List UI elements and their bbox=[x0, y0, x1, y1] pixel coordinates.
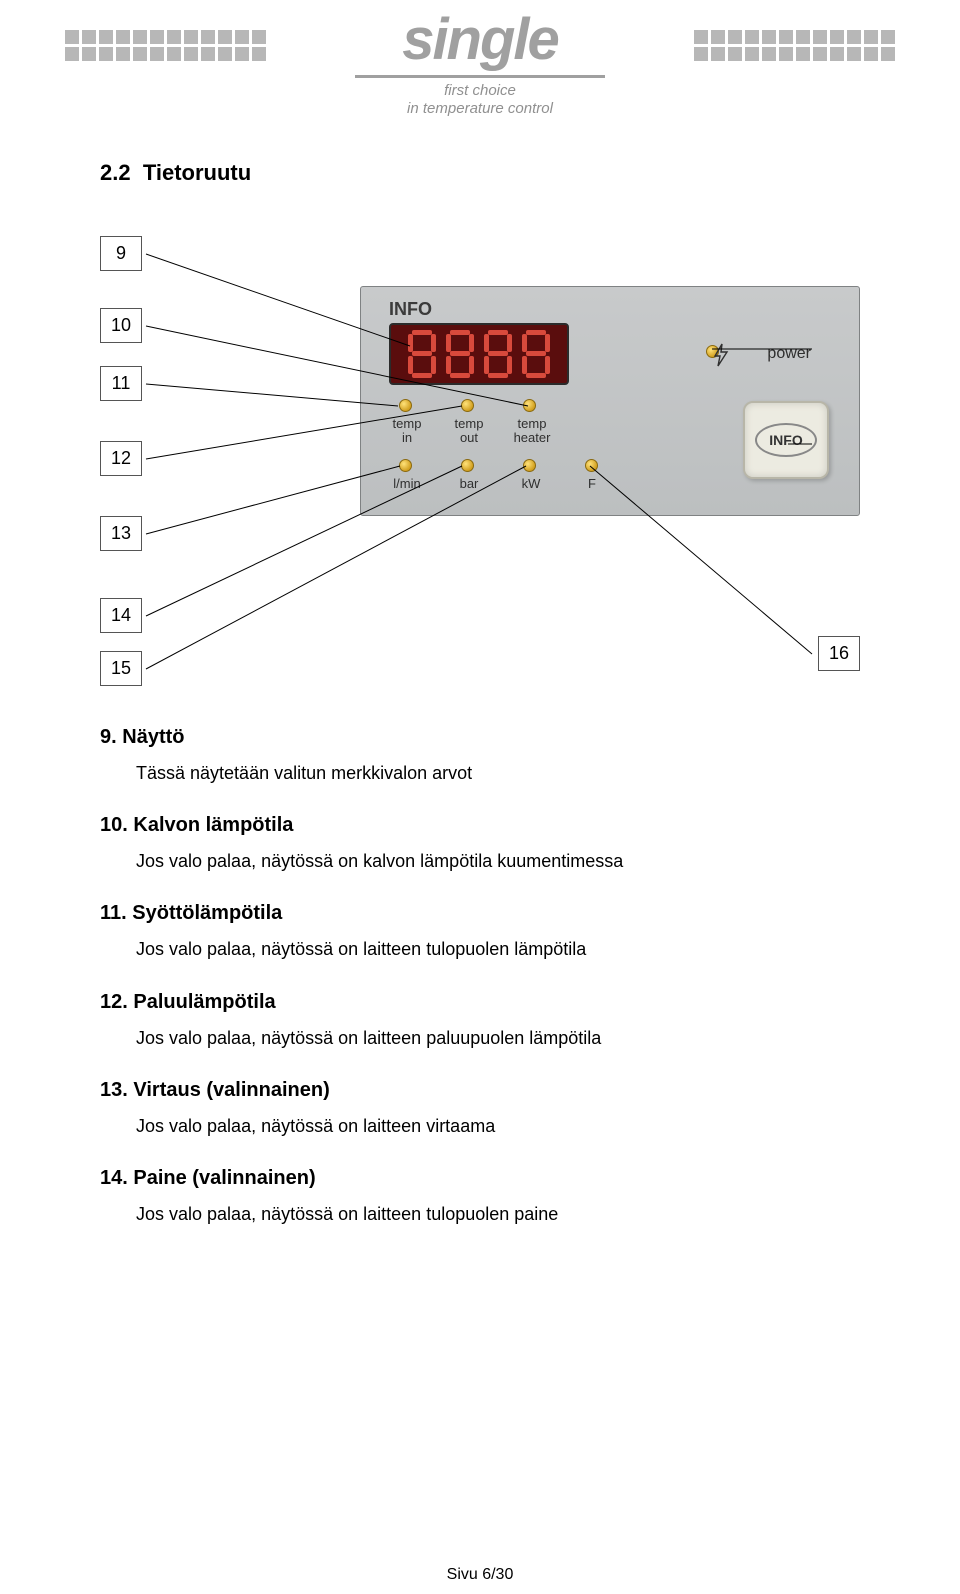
digit-2 bbox=[442, 328, 478, 380]
callout-14: 14 bbox=[100, 598, 142, 633]
callout-15: 15 bbox=[100, 651, 142, 686]
def-body: Jos valo palaa, näytössä on laitteen tul… bbox=[136, 1202, 860, 1227]
device-panel: INFO tempin bbox=[360, 286, 860, 516]
led-lmin bbox=[399, 459, 412, 472]
def-num: 12. bbox=[100, 991, 128, 1013]
device-info-label: INFO bbox=[389, 299, 432, 320]
led-bar bbox=[461, 459, 474, 472]
digit-4 bbox=[518, 328, 554, 380]
label-power: power bbox=[767, 345, 811, 363]
lightning-icon bbox=[711, 343, 731, 372]
def-num: 13. bbox=[100, 1079, 128, 1101]
page-content: 2.2 Tietoruutu 9 10 11 12 13 14 15 18 17… bbox=[100, 160, 860, 1255]
info-button[interactable]: INFO bbox=[743, 401, 829, 479]
label-kw: kW bbox=[513, 477, 549, 491]
def-body: Jos valo palaa, näytössä on kalvon lämpö… bbox=[136, 849, 860, 874]
page-footer: Sivu 6/30 bbox=[0, 1566, 960, 1584]
header-decor-right bbox=[694, 30, 895, 61]
header-decor-left bbox=[65, 30, 266, 61]
callout-10: 10 bbox=[100, 308, 142, 343]
def-num: 14. bbox=[100, 1167, 128, 1189]
label-lmin: l/min bbox=[387, 477, 427, 491]
definition-item: 13. Virtaus (valinnainen) Jos valo palaa… bbox=[100, 1079, 860, 1139]
label-temp-in: tempin bbox=[387, 417, 427, 446]
definitions-list: 9. Näyttö Tässä näytetään valitun merkki… bbox=[100, 726, 860, 1227]
def-title: Paine (valinnainen) bbox=[133, 1167, 315, 1189]
page-header: single first choice in temperature contr… bbox=[0, 0, 960, 110]
callout-11: 11 bbox=[100, 366, 142, 401]
def-num: 10. bbox=[100, 814, 128, 836]
def-title: Syöttölämpötila bbox=[132, 902, 282, 924]
callout-16: 16 bbox=[818, 636, 860, 671]
definition-item: 10. Kalvon lämpötila Jos valo palaa, näy… bbox=[100, 814, 860, 874]
label-bar: bar bbox=[451, 477, 487, 491]
def-body: Jos valo palaa, näytössä on laitteen vir… bbox=[136, 1114, 860, 1139]
brand-tagline-1: first choice bbox=[355, 82, 605, 100]
brand-tagline-2: in temperature control bbox=[355, 100, 605, 118]
def-num: 11. bbox=[100, 902, 127, 924]
section-name: Tietoruutu bbox=[143, 160, 251, 185]
def-title: Kalvon lämpötila bbox=[133, 814, 293, 836]
definition-item: 12. Paluulämpötila Jos valo palaa, näytö… bbox=[100, 991, 860, 1051]
led-temp-in bbox=[399, 399, 412, 412]
digit-1 bbox=[404, 328, 440, 380]
led-temp-heater bbox=[523, 399, 536, 412]
def-title: Näyttö bbox=[122, 726, 184, 748]
seven-segment-display bbox=[389, 323, 569, 385]
definition-item: 14. Paine (valinnainen) Jos valo palaa, … bbox=[100, 1167, 860, 1227]
brand-name: single bbox=[355, 6, 605, 73]
callout-13: 13 bbox=[100, 516, 142, 551]
def-title: Virtaus (valinnainen) bbox=[133, 1079, 329, 1101]
label-temp-heater: tempheater bbox=[507, 417, 557, 446]
led-f bbox=[585, 459, 598, 472]
def-num: 9. bbox=[100, 726, 117, 748]
definition-item: 11. Syöttölämpötila Jos valo palaa, näyt… bbox=[100, 902, 860, 962]
def-body: Jos valo palaa, näytössä on laitteen pal… bbox=[136, 1026, 860, 1051]
callout-9: 9 bbox=[100, 236, 142, 271]
definition-item: 9. Näyttö Tässä näytetään valitun merkki… bbox=[100, 726, 860, 786]
def-title: Paluulämpötila bbox=[133, 991, 275, 1013]
section-number: 2.2 bbox=[100, 160, 131, 185]
callout-12: 12 bbox=[100, 441, 142, 476]
label-f: F bbox=[579, 477, 605, 491]
led-kw bbox=[523, 459, 536, 472]
label-temp-out: tempout bbox=[447, 417, 491, 446]
def-body: Jos valo palaa, näytössä on laitteen tul… bbox=[136, 937, 860, 962]
diagram-area: 9 10 11 12 13 14 15 18 17 16 INFO bbox=[100, 216, 860, 696]
brand-logo: single first choice in temperature contr… bbox=[355, 6, 605, 118]
section-title: 2.2 Tietoruutu bbox=[100, 160, 860, 186]
info-button-label: INFO bbox=[755, 423, 817, 457]
def-body: Tässä näytetään valitun merkkivalon arvo… bbox=[136, 761, 860, 786]
led-temp-out bbox=[461, 399, 474, 412]
digit-3 bbox=[480, 328, 516, 380]
